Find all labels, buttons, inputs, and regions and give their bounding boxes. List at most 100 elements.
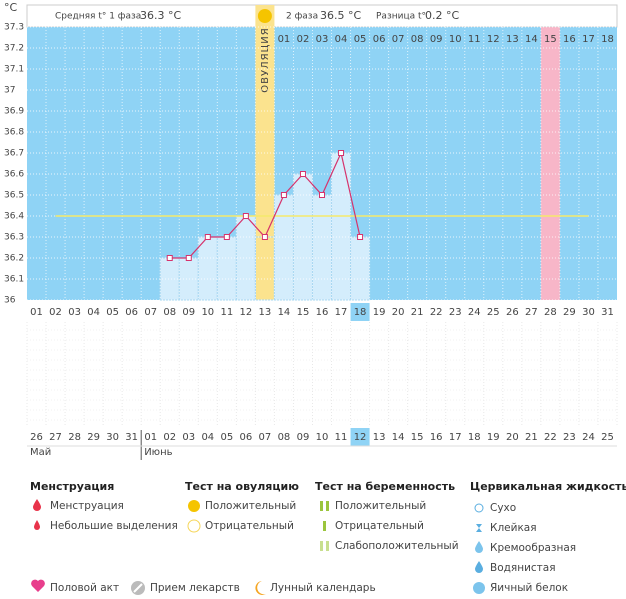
legend-extra: Прием лекарств xyxy=(150,582,240,594)
phase2-day: 06 xyxy=(373,34,386,45)
calendar-day: 18 xyxy=(468,432,481,443)
icon xyxy=(323,521,326,531)
legend-item: Отрицательный xyxy=(205,520,294,532)
phase2-day: 05 xyxy=(354,34,367,45)
calendar-day: 30 xyxy=(106,432,119,443)
legend-extra: Лунный календарь xyxy=(270,582,376,594)
calendar-day: 03 xyxy=(182,432,195,443)
x-tick-label: 27 xyxy=(525,307,538,318)
legend-item: Клейкая xyxy=(490,522,537,534)
x-tick-label: 05 xyxy=(106,307,119,318)
icon xyxy=(476,524,482,532)
phase2-day: 14 xyxy=(525,34,538,45)
temp-point xyxy=(223,234,230,240)
legend-item: Кремообразная xyxy=(490,542,576,554)
x-tick-label: 16 xyxy=(316,307,329,318)
temp-point xyxy=(338,150,345,156)
icon xyxy=(475,541,483,553)
y-tick-label: 37.1 xyxy=(4,65,24,75)
x-tick-label: 10 xyxy=(201,307,214,318)
x-tick-label: 15 xyxy=(297,307,310,318)
y-tick-label: 36.6 xyxy=(4,170,24,180)
phase2-day: 11 xyxy=(468,34,481,45)
icon xyxy=(33,499,41,511)
icon xyxy=(474,503,484,513)
icon xyxy=(34,520,40,530)
icon xyxy=(320,541,323,551)
phase2-day: 10 xyxy=(449,34,462,45)
x-tick-label: 08 xyxy=(163,307,176,318)
phase1-label: Средняя t° 1 фаза xyxy=(55,12,141,22)
legend-title: Тест на овуляцию xyxy=(185,480,299,493)
phase2-day: 03 xyxy=(316,34,329,45)
legend-title: Цервикальная жидкость xyxy=(470,480,626,493)
y-tick-label: 37.2 xyxy=(4,44,24,54)
x-tick-label: 23 xyxy=(449,307,462,318)
calendar-day: 04 xyxy=(201,432,214,443)
x-tick-label: 25 xyxy=(487,307,500,318)
phase2-day: 08 xyxy=(411,34,424,45)
calendar-day: 14 xyxy=(392,432,405,443)
legend-title: Тест на беременность xyxy=(315,480,455,493)
calendar-day: 12 xyxy=(354,432,367,443)
calendar-day: 15 xyxy=(411,432,424,443)
x-tick-label: 21 xyxy=(411,307,424,318)
temp-bar xyxy=(159,257,180,301)
calendar-day: 21 xyxy=(525,432,538,443)
calendar-day: 23 xyxy=(563,432,576,443)
temp-point xyxy=(204,234,211,240)
x-tick-label: 31 xyxy=(601,307,614,318)
icon xyxy=(320,501,323,511)
x-tick-label: 30 xyxy=(582,307,595,318)
phase2-day: 16 xyxy=(563,34,576,45)
legend-title: Менструация xyxy=(30,480,114,493)
legend-extra: Половой акт xyxy=(50,582,119,594)
calendar-day: 16 xyxy=(430,432,443,443)
legend-item: Слабоположительный xyxy=(335,540,459,552)
legend-item: Яичный белок xyxy=(490,582,568,594)
x-tick-label: 17 xyxy=(335,307,348,318)
cal-today-box xyxy=(350,428,370,446)
y-tick-label: 36.2 xyxy=(4,254,24,264)
temp-point xyxy=(261,234,268,240)
sun-icon xyxy=(257,9,272,23)
calendar-day: 31 xyxy=(125,432,138,443)
phase2-day: 09 xyxy=(430,34,443,45)
calendar-day: 25 xyxy=(601,432,614,443)
x-tick-label: 09 xyxy=(182,307,195,318)
calendar-day: 20 xyxy=(506,432,519,443)
calendar-day: 19 xyxy=(487,432,500,443)
calendar-day: 29 xyxy=(87,432,100,443)
phase2-label: 2 фаза xyxy=(286,12,318,22)
y-tick-label: 36.8 xyxy=(4,128,24,138)
x-tick-label: 28 xyxy=(544,307,557,318)
x-tick-label: 03 xyxy=(68,307,81,318)
icon xyxy=(31,579,45,592)
legend-item: Положительный xyxy=(335,500,426,512)
y-tick-label: 36.1 xyxy=(4,275,24,285)
x-tick-label: 24 xyxy=(468,307,481,318)
phase2-day: 01 xyxy=(278,34,291,45)
temp-bar xyxy=(311,194,333,301)
calendar-day: 27 xyxy=(49,432,62,443)
x-tick-label: 07 xyxy=(144,307,157,318)
temp-point xyxy=(185,255,192,261)
phase2-day: 13 xyxy=(506,34,519,45)
y-tick-label: 36.3 xyxy=(4,233,24,243)
calendar-day: 05 xyxy=(220,432,233,443)
calendar-day: 08 xyxy=(278,432,291,443)
temp-point xyxy=(319,192,325,198)
x-tick-label: 22 xyxy=(430,307,443,318)
icon xyxy=(475,561,483,573)
x-tick-label: 11 xyxy=(220,307,233,318)
temp-point xyxy=(280,192,287,198)
x-tick-label: 02 xyxy=(49,307,62,318)
phase2-day: 07 xyxy=(392,34,405,45)
icon xyxy=(326,501,329,511)
phase2-day: 15 xyxy=(544,34,557,45)
legend-item: Отрицательный xyxy=(335,520,424,532)
temp-bar xyxy=(331,152,352,301)
x-tick-label: 20 xyxy=(392,307,405,318)
phase2-day: 02 xyxy=(297,34,310,45)
